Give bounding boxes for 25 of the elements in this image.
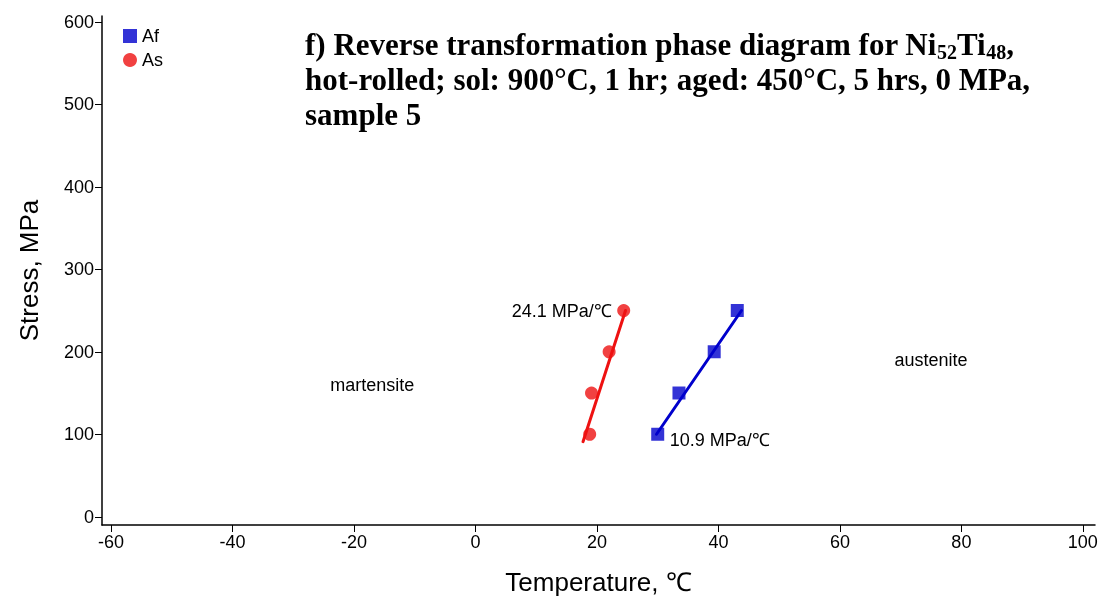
x-tick-label: -20 (341, 532, 368, 552)
legend-label: Af (142, 26, 161, 46)
x-tick-label: 40 (708, 532, 729, 552)
x-tick-label: 20 (586, 532, 607, 552)
x-tick-label: 0 (470, 532, 481, 552)
annotation: austenite (894, 350, 968, 371)
x-tick-label: 60 (829, 532, 850, 552)
y-tick-label: 500 (63, 94, 94, 115)
annotation: martensite (330, 374, 415, 395)
y-tick-label: 300 (63, 259, 94, 280)
x-tick-label: 100 (1067, 532, 1098, 552)
y-tick-label: 600 (63, 11, 94, 32)
y-tick-label: 400 (63, 176, 94, 197)
y-axis-title: Stress, MPa (14, 199, 44, 342)
y-tick-label: 200 (63, 341, 94, 362)
x-tick-label: -60 (98, 532, 125, 552)
annotation: 24.1 MPa/℃ (511, 300, 612, 321)
y-tick-label: 0 (83, 506, 94, 527)
point (585, 386, 599, 400)
x-tick-label: 80 (951, 532, 972, 552)
legend-label: As (142, 50, 164, 70)
x-axis-title: Temperature, ℃ (505, 567, 692, 597)
annotation: 10.9 MPa/℃ (669, 430, 770, 451)
x-tick-label: -40 (219, 532, 246, 552)
y-tick-label: 100 (63, 424, 94, 445)
